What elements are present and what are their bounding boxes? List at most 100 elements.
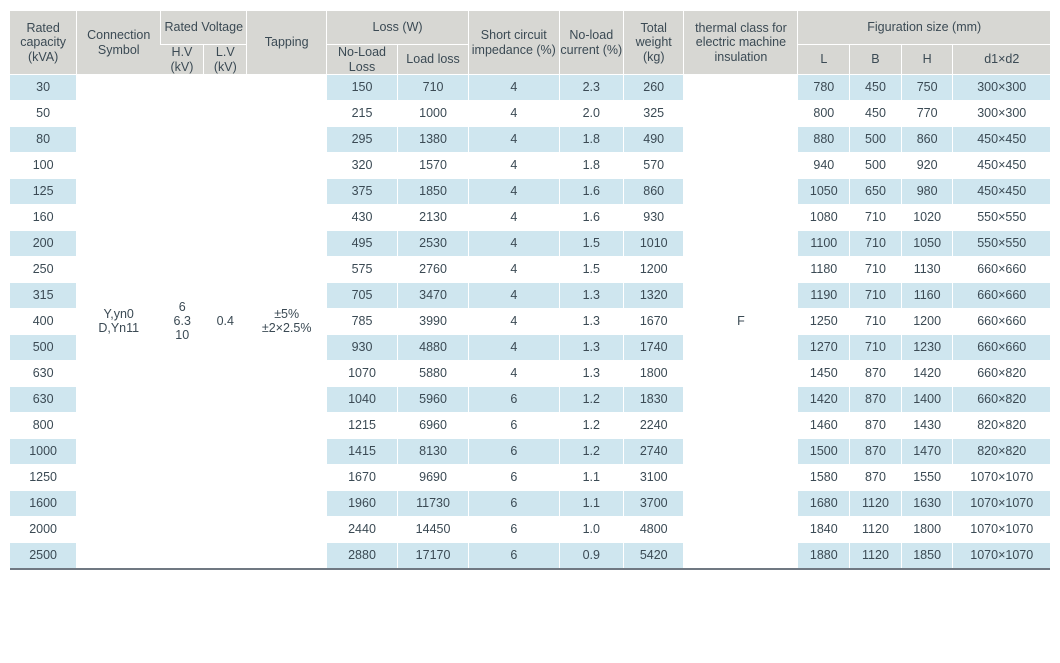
cell-B: 1120 [850,543,902,569]
cell-B: 450 [850,75,902,101]
cell-L: 780 [798,75,850,101]
cell-H: 1550 [901,465,953,491]
transformer-spec-table: Rated capacity (kVA) Connection Symbol R… [10,10,1050,570]
cell-H: 980 [901,179,953,205]
cell-no-load-current: 1.2 [559,413,624,439]
cell-L: 940 [798,153,850,179]
cell-impedance: 4 [469,309,559,335]
col-noload-current: No-load current (%) [559,11,624,75]
cell-no-load-current: 1.3 [559,335,624,361]
col-nlloss: No-Load Loss [326,45,397,75]
cell-H: 770 [901,101,953,127]
cell-weight: 930 [624,205,684,231]
cell-no-load-loss: 575 [326,257,397,283]
cell-weight: 1670 [624,309,684,335]
cell-L: 1190 [798,283,850,309]
cell-no-load-current: 1.8 [559,127,624,153]
cell-H: 750 [901,75,953,101]
cell-d1d2: 1070×1070 [953,491,1050,517]
cell-impedance: 4 [469,231,559,257]
cell-capacity: 160 [10,205,77,231]
cell-d1d2: 660×820 [953,387,1050,413]
cell-impedance: 6 [469,517,559,543]
cell-L: 1450 [798,361,850,387]
cell-capacity: 250 [10,257,77,283]
cell-hv: 6 6.3 10 [161,75,204,569]
cell-weight: 1740 [624,335,684,361]
cell-d1d2: 1070×1070 [953,465,1050,491]
cell-impedance: 4 [469,153,559,179]
cell-B: 1120 [850,517,902,543]
cell-impedance: 4 [469,335,559,361]
cell-H: 860 [901,127,953,153]
col-H: H [901,45,953,75]
cell-impedance: 4 [469,283,559,309]
cell-H: 1160 [901,283,953,309]
cell-B: 710 [850,335,902,361]
cell-no-load-current: 1.5 [559,231,624,257]
cell-load-loss: 5960 [398,387,469,413]
cell-B: 710 [850,283,902,309]
cell-B: 710 [850,257,902,283]
cell-H: 1430 [901,413,953,439]
cell-H: 1850 [901,543,953,569]
cell-d1d2: 660×660 [953,283,1050,309]
cell-d1d2: 660×660 [953,309,1050,335]
cell-weight: 2240 [624,413,684,439]
cell-no-load-loss: 1960 [326,491,397,517]
cell-B: 710 [850,205,902,231]
cell-d1d2: 820×820 [953,439,1050,465]
cell-load-loss: 11730 [398,491,469,517]
cell-load-loss: 3470 [398,283,469,309]
col-llloss: Load loss [398,45,469,75]
cell-H: 1230 [901,335,953,361]
cell-weight: 2740 [624,439,684,465]
cell-B: 710 [850,231,902,257]
cell-weight: 3100 [624,465,684,491]
cell-weight: 5420 [624,543,684,569]
cell-no-load-loss: 150 [326,75,397,101]
cell-no-load-loss: 1215 [326,413,397,439]
col-L: L [798,45,850,75]
cell-impedance: 4 [469,179,559,205]
cell-no-load-current: 1.0 [559,517,624,543]
cell-impedance: 6 [469,439,559,465]
cell-capacity: 1600 [10,491,77,517]
cell-H: 1400 [901,387,953,413]
cell-no-load-current: 1.5 [559,257,624,283]
cell-d1d2: 300×300 [953,75,1050,101]
cell-load-loss: 14450 [398,517,469,543]
col-tapping: Tapping [247,11,327,75]
cell-weight: 860 [624,179,684,205]
cell-no-load-loss: 1040 [326,387,397,413]
cell-d1d2: 450×450 [953,179,1050,205]
colgroup-loss: Loss (W) [326,11,468,45]
cell-impedance: 6 [469,465,559,491]
cell-capacity: 50 [10,101,77,127]
cell-weight: 1800 [624,361,684,387]
cell-L: 1500 [798,439,850,465]
col-connection: Connection Symbol [77,11,161,75]
cell-d1d2: 300×300 [953,101,1050,127]
cell-load-loss: 2130 [398,205,469,231]
cell-weight: 4800 [624,517,684,543]
cell-weight: 1200 [624,257,684,283]
cell-load-loss: 2530 [398,231,469,257]
cell-L: 1080 [798,205,850,231]
cell-d1d2: 450×450 [953,153,1050,179]
cell-L: 1270 [798,335,850,361]
cell-capacity: 100 [10,153,77,179]
cell-no-load-loss: 1415 [326,439,397,465]
cell-L: 1680 [798,491,850,517]
cell-capacity: 125 [10,179,77,205]
cell-no-load-current: 1.3 [559,283,624,309]
cell-no-load-loss: 1670 [326,465,397,491]
cell-H: 1470 [901,439,953,465]
cell-impedance: 6 [469,387,559,413]
cell-no-load-current: 2.0 [559,101,624,127]
cell-no-load-loss: 1070 [326,361,397,387]
col-hv: H.V (kV) [161,45,204,75]
cell-no-load-current: 2.3 [559,75,624,101]
cell-capacity: 30 [10,75,77,101]
cell-L: 1460 [798,413,850,439]
